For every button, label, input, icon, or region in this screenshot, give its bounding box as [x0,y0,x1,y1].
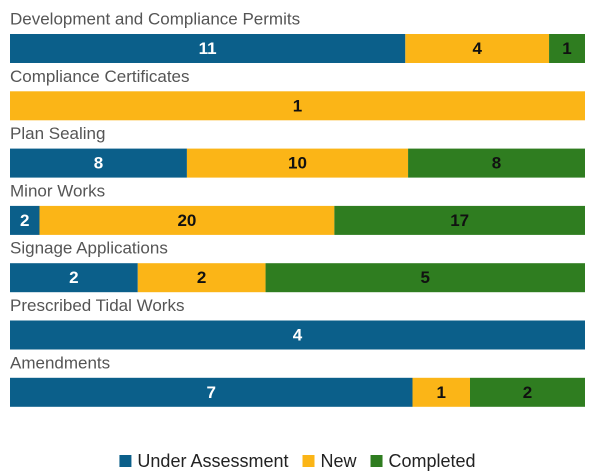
category-label: Minor Works [10,181,105,200]
data-label: 8 [492,154,501,173]
data-label: 4 [472,39,482,58]
category-label: Plan Sealing [10,124,105,143]
bar-segment [412,377,470,407]
data-label: 2 [523,383,532,402]
data-label: 7 [207,383,216,402]
legend-swatch [302,455,315,467]
bar-segment [408,148,585,178]
data-label: 5 [421,268,430,287]
data-label: 2 [20,211,29,230]
bar-segment [10,377,413,407]
data-label: 17 [450,211,469,230]
bar-segment [10,320,585,350]
bar-segment [10,91,585,121]
bar-segment [405,34,550,63]
data-label: 4 [293,325,303,344]
legend-label: New [321,451,358,471]
data-label: 11 [199,39,217,58]
bar-segment [334,205,585,235]
data-label: 2 [197,268,206,287]
category-label: Development and Compliance Permits [10,9,300,28]
legend-label: Completed [389,451,476,471]
data-label: 8 [94,154,103,173]
legend-swatch [370,455,383,467]
data-label: 1 [437,383,446,402]
data-label: 1 [562,39,571,58]
legend-swatch [119,455,132,467]
data-label: 20 [177,211,196,230]
bar-segment [10,34,406,63]
bar-segment [10,205,40,235]
bar-segment [10,263,138,293]
category-label: Signage Applications [10,239,168,258]
bar-segment [470,377,585,407]
category-label: Amendments [10,353,110,372]
category-label: Compliance Certificates [10,67,190,86]
bar-segment [10,148,187,178]
bar-segment [265,263,585,293]
data-label: 1 [293,96,302,115]
bar-segment [39,205,335,235]
bar-segment [186,148,409,178]
bar-segment [549,34,585,63]
data-label: 2 [69,268,78,287]
bar-segment [137,263,266,293]
legend-label: Under Assessment [137,451,288,471]
category-label: Prescribed Tidal Works [10,296,184,315]
data-label: 10 [288,154,307,173]
